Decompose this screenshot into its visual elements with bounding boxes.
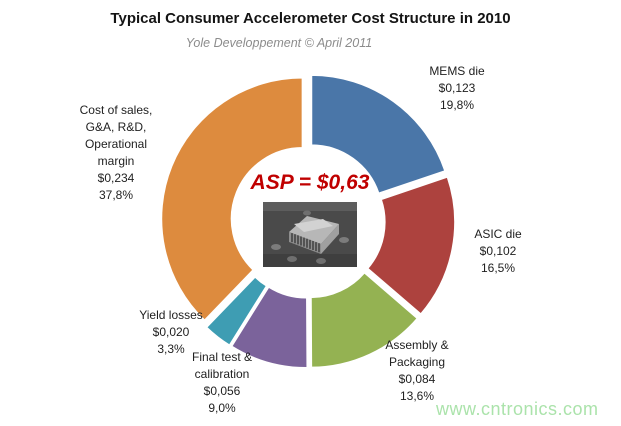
slice-percent: 9,0% <box>208 401 236 415</box>
slice-name: ASIC die <box>474 227 522 241</box>
slice-label-yield-losses: Yield losses $0,020 3,3% <box>121 307 221 358</box>
slice-value: $0,234 <box>97 171 135 185</box>
slice-name: Final test & calibration <box>191 350 253 381</box>
slice-value: $0,020 <box>152 325 190 339</box>
slice-name: Assembly & Packaging <box>385 338 449 369</box>
slice-percent: 13,6% <box>399 389 435 403</box>
slice-label-asic-die: ASIC die $0,102 16,5% <box>448 226 548 277</box>
slice-name: Yield losses <box>139 308 203 322</box>
slice-percent: 16,5% <box>480 261 516 275</box>
donut-slice-mems-die <box>310 74 446 195</box>
slice-value: $0,084 <box>398 372 436 386</box>
slice-percent: 19,8% <box>439 98 475 112</box>
donut-slice-yield-losses <box>205 275 268 347</box>
slice-percent: 37,8% <box>98 188 134 202</box>
slice-label-mems-die: MEMS die $0,123 19,8% <box>402 63 512 114</box>
slice-label-assembly-packaging: Assembly & Packaging $0,084 13,6% <box>357 337 477 405</box>
center-asp-label: ASP = $0,63 <box>250 171 370 194</box>
slice-label-final-test-calibration: Final test & calibration $0,056 9,0% <box>162 349 282 417</box>
site-watermark: www.cntronics.com <box>436 399 599 419</box>
mems-chip-image <box>263 202 357 267</box>
slice-value: $0,123 <box>438 81 476 95</box>
chart-subtitle: Yole Developpement © April 2011 <box>185 36 373 50</box>
slice-name: MEMS die <box>429 64 485 78</box>
slice-percent: 3,3% <box>157 342 185 356</box>
donut-slice-asic-die <box>366 175 456 316</box>
donut-slice-cost-of-sales-g-a-r-d-operational-margin <box>160 77 304 322</box>
slice-value: $0,056 <box>203 384 241 398</box>
donut-slice-assembly-packaging <box>310 271 419 369</box>
chart-title: Typical Consumer Accelerometer Cost Stru… <box>110 10 511 27</box>
slice-value: $0,102 <box>479 244 517 258</box>
donut-slice-final-test-calibration <box>230 285 308 369</box>
slice-label-cost-of-sales: Cost of sales, G&A, R&D, Operational mar… <box>51 102 181 204</box>
slice-name: Cost of sales, G&A, R&D, Operational mar… <box>79 103 153 168</box>
